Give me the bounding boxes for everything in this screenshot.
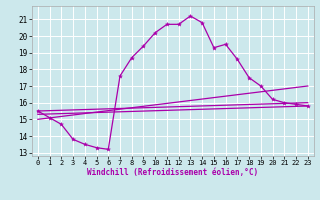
X-axis label: Windchill (Refroidissement éolien,°C): Windchill (Refroidissement éolien,°C)	[87, 168, 258, 177]
